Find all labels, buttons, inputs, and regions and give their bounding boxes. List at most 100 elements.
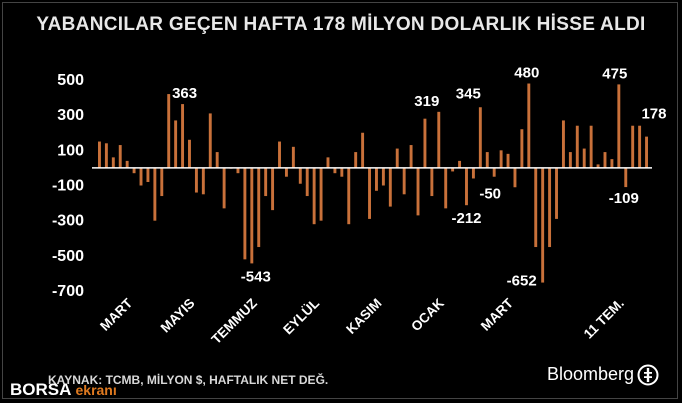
- bar: [458, 160, 462, 168]
- bar: [416, 167, 420, 216]
- y-tick-label: 300: [57, 107, 84, 124]
- bar: [215, 152, 219, 168]
- y-tick-label: -500: [52, 248, 84, 265]
- bar: [409, 145, 413, 168]
- bar: [624, 167, 628, 188]
- bar: [125, 160, 129, 168]
- ht-logo-icon: [637, 364, 659, 386]
- data-label: -543: [241, 268, 271, 285]
- bar: [146, 167, 150, 182]
- data-label: 363: [172, 85, 197, 102]
- bar: [575, 125, 579, 168]
- bar: [222, 167, 226, 209]
- y-tick-label: -300: [52, 213, 84, 230]
- bar: [534, 167, 538, 248]
- bar: [451, 167, 455, 172]
- chart-frame: [2, 2, 678, 399]
- bar: [284, 167, 288, 177]
- bar: [471, 167, 475, 179]
- data-label: -652: [507, 273, 537, 290]
- bar: [236, 167, 240, 174]
- bar: [326, 157, 330, 168]
- logo-brand: BORSA: [10, 380, 71, 399]
- bar: [201, 167, 205, 195]
- bar: [444, 167, 448, 209]
- y-tick-label: 100: [57, 142, 84, 159]
- data-label: 178: [641, 106, 666, 123]
- data-label: 345: [456, 85, 481, 102]
- x-tick-label: MART: [97, 295, 136, 334]
- bar: [603, 152, 607, 168]
- borsa-ekrani-logo: BORSA ekranı: [10, 380, 117, 400]
- bar: [589, 125, 593, 168]
- bar: [174, 120, 178, 168]
- bar: [555, 167, 558, 219]
- data-label: -109: [609, 190, 639, 207]
- bar: [499, 150, 503, 168]
- bar: [520, 129, 524, 168]
- bar: [340, 167, 344, 177]
- bar: [478, 107, 482, 168]
- bar: [194, 167, 198, 193]
- bar: [423, 118, 427, 168]
- y-tick-label: 500: [57, 72, 84, 89]
- bar: [118, 145, 122, 168]
- bars-group: [92, 83, 652, 283]
- bar: [104, 143, 108, 168]
- bloomberg-logo: Bloomberg: [547, 364, 635, 384]
- bar: [395, 148, 399, 168]
- bar: [181, 104, 185, 168]
- bar: [513, 167, 517, 188]
- data-label: -50: [479, 186, 501, 203]
- bar: [257, 167, 261, 248]
- bar: [139, 167, 143, 186]
- bar: [278, 141, 281, 168]
- bar: [485, 152, 489, 168]
- source-note: KAYNAK: TCMB, MİLYON $, HAFTALIK NET DEĞ…: [48, 373, 329, 387]
- bar: [98, 141, 101, 168]
- bar: [465, 167, 468, 206]
- bar: [208, 113, 212, 168]
- x-tick-label: TEMMUZ: [208, 296, 259, 347]
- bar: [319, 167, 323, 221]
- bar: [617, 84, 621, 168]
- bar: [631, 125, 635, 168]
- y-axis: 500 300 100 -100 -300 -500 -700: [52, 72, 84, 300]
- data-label: 475: [602, 65, 627, 82]
- bar: [645, 136, 648, 168]
- bar: [111, 157, 115, 168]
- x-tick-label: OCAK: [408, 295, 447, 334]
- bar: [188, 139, 191, 168]
- bar: [506, 153, 510, 168]
- bar: [388, 167, 392, 207]
- bar: [541, 167, 545, 283]
- bar: [561, 120, 565, 168]
- bar: [333, 167, 337, 174]
- bar: [527, 83, 531, 168]
- bar: [402, 167, 406, 195]
- bar: [298, 167, 302, 184]
- data-label: 480: [514, 65, 539, 82]
- bar: [160, 167, 164, 197]
- logo-sub: ekranı: [75, 382, 117, 398]
- y-tick-label: -100: [52, 178, 84, 195]
- x-tick-label: KASIM: [343, 296, 384, 337]
- chart-title: YABANCILAR GEÇEN HAFTA 178 MİLYON DOLARL…: [36, 14, 646, 35]
- x-axis: MART MAYIS TEMMUZ EYLÜL KASIM OCAK MART 11 TEM.: [97, 295, 627, 347]
- bar: [305, 167, 309, 197]
- bar: [596, 164, 600, 168]
- bar: [375, 167, 378, 191]
- x-tick-label: EYLÜL: [280, 296, 322, 338]
- data-label: 319: [414, 93, 439, 110]
- bar: [548, 167, 552, 248]
- bar: [347, 167, 351, 225]
- bar: [354, 152, 358, 168]
- bar: [264, 167, 268, 197]
- bar: [271, 167, 275, 211]
- x-tick-label: MART: [478, 295, 517, 334]
- bar: [368, 167, 371, 219]
- bar: [568, 152, 572, 168]
- bar: [153, 167, 157, 221]
- data-label: -212: [451, 210, 481, 227]
